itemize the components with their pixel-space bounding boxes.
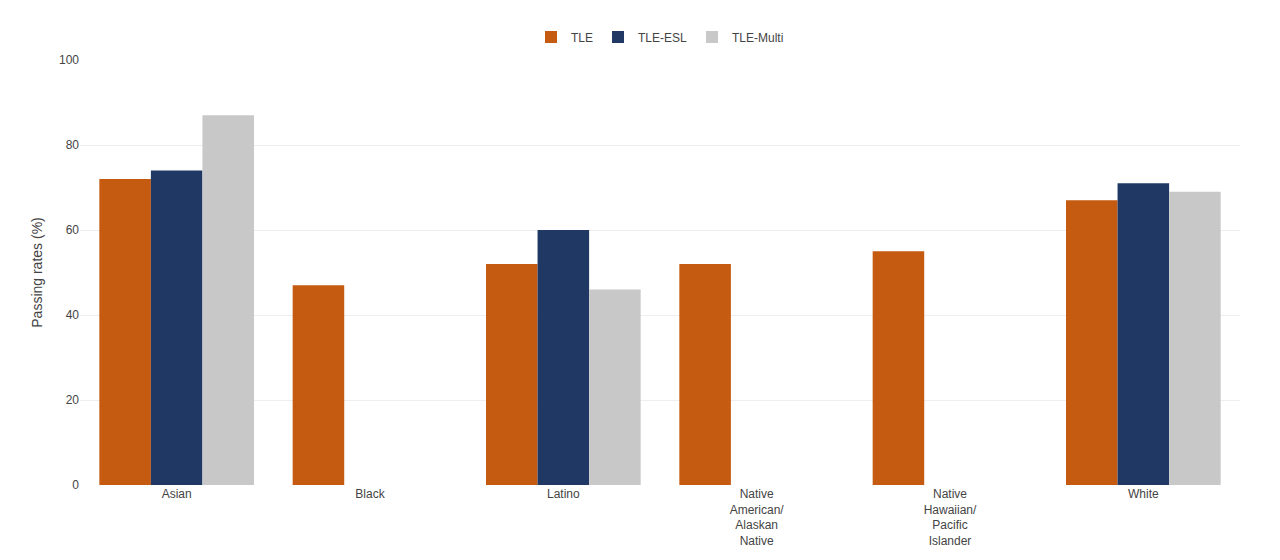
svg-text:40: 40 bbox=[66, 308, 80, 322]
svg-text:TLE: TLE bbox=[571, 31, 593, 45]
svg-text:TLE-Multi: TLE-Multi bbox=[732, 31, 783, 45]
svg-text:100: 100 bbox=[59, 53, 79, 67]
svg-text:NativeAmerican/AlaskanNative: NativeAmerican/AlaskanNative bbox=[730, 487, 785, 548]
svg-text:20: 20 bbox=[66, 393, 80, 407]
svg-text:80: 80 bbox=[66, 138, 80, 152]
svg-text:Passing rates (%): Passing rates (%) bbox=[29, 217, 45, 327]
svg-text:White: White bbox=[1128, 487, 1159, 501]
svg-text:Black: Black bbox=[355, 487, 385, 501]
svg-text:Asian: Asian bbox=[162, 487, 192, 501]
svg-text:TLE-ESL: TLE-ESL bbox=[638, 31, 687, 45]
svg-text:Latino: Latino bbox=[547, 487, 580, 501]
svg-text:NativeHawaiian/PacificIslander: NativeHawaiian/PacificIslander bbox=[924, 487, 977, 548]
svg-text:60: 60 bbox=[66, 223, 80, 237]
svg-text:0: 0 bbox=[72, 478, 79, 492]
